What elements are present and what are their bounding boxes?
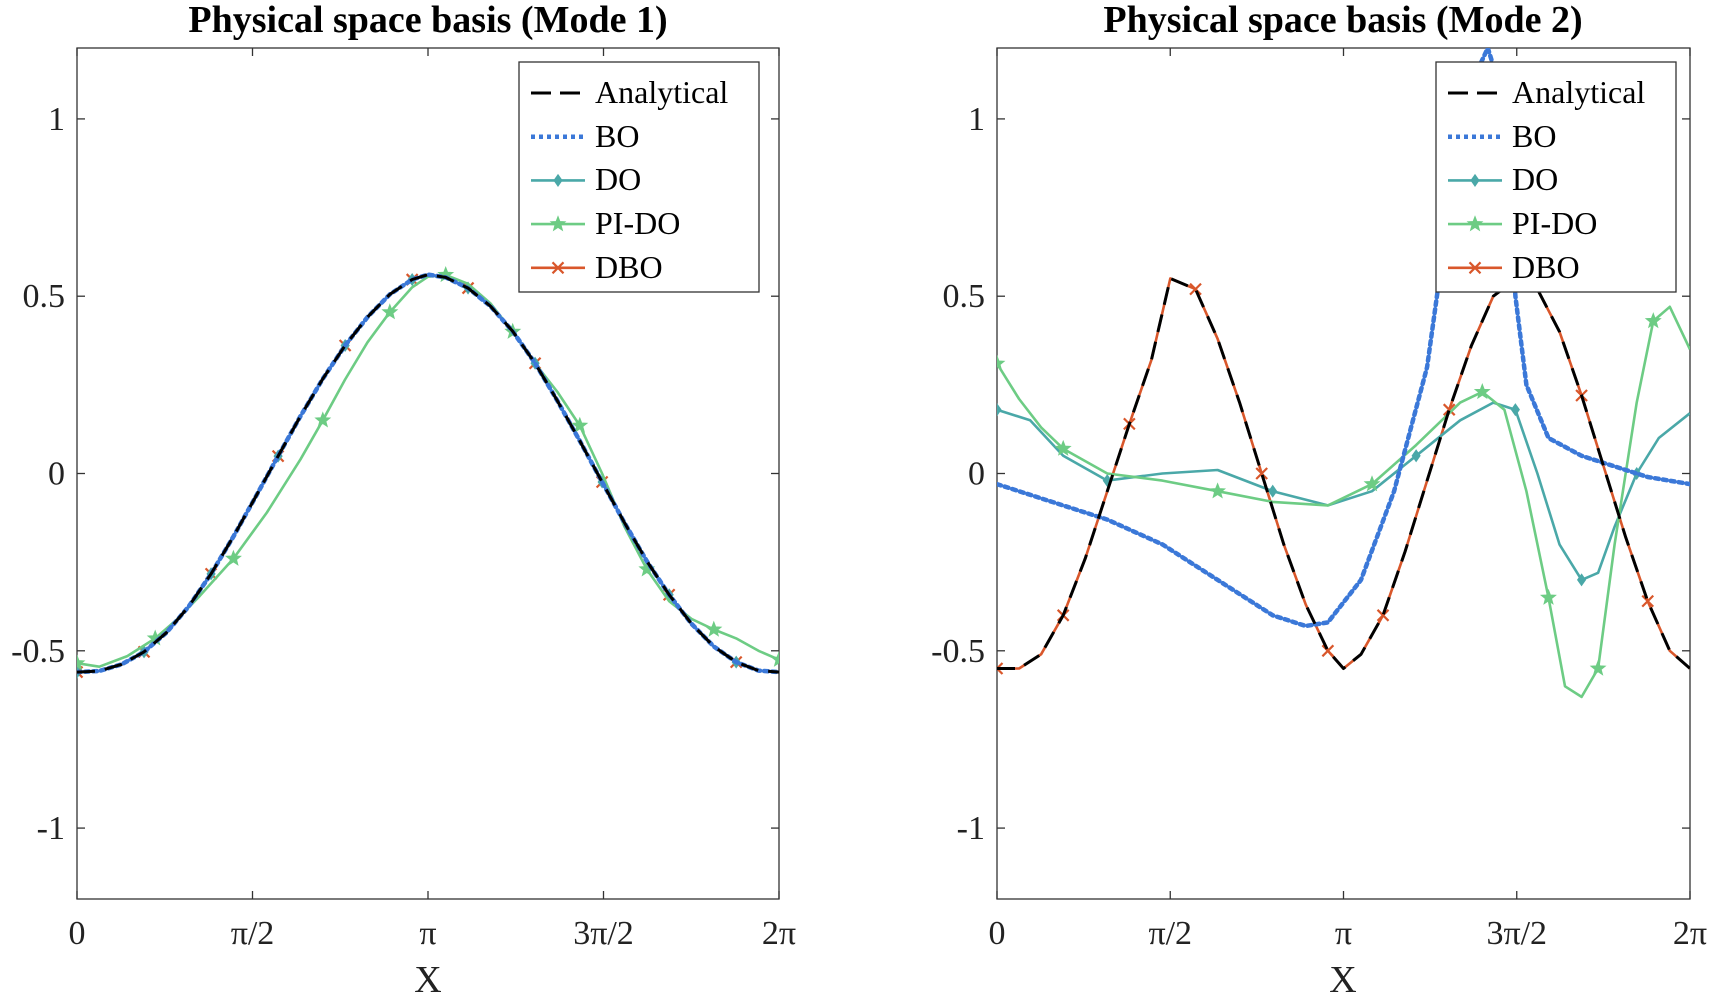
data-point [1473, 382, 1491, 400]
series-pi-do [997, 305, 1690, 699]
data-point [1442, 403, 1456, 416]
data-point [1510, 403, 1520, 417]
data-point [705, 620, 723, 637]
legend-swatches [1448, 91, 1502, 275]
chart-panel-mode-2: Physical space basis (Mode 2) -1 -0.5 0 … [931, 0, 1707, 1001]
x-tick-label: π/2 [231, 915, 275, 952]
x-axis-label: X [414, 959, 441, 1001]
legend-entry: BO [595, 118, 639, 154]
data-point [997, 662, 1004, 675]
series-line [77, 273, 779, 668]
legend: Analytical BO DO PI-DO DBO [1435, 61, 1677, 293]
x-axis-label: X [1329, 959, 1356, 1001]
y-tick-labels: -1 -0.5 0 0.5 1 [11, 101, 65, 847]
data-point [1644, 312, 1662, 329]
data-point [1641, 594, 1655, 608]
legend-marker [1466, 215, 1484, 232]
ticks [76, 48, 780, 899]
data-point [314, 411, 332, 428]
data-point [770, 650, 779, 667]
legend-entry: DO [1512, 161, 1558, 197]
legend-entry: PI-DO [595, 205, 680, 241]
ticks [996, 48, 1691, 899]
series-line [997, 277, 1690, 670]
legend-marker [1470, 173, 1480, 187]
data-point [1539, 588, 1557, 605]
data-point [1376, 609, 1390, 622]
series-analytical [997, 277, 1690, 670]
legend-marker [551, 261, 565, 275]
chart-panel-mode-1: Physical space basis (Mode 1) -1 -0.5 0 … [11, 0, 796, 1001]
series-line [997, 305, 1690, 699]
data-point [1411, 449, 1421, 463]
data-point [224, 549, 242, 566]
series-line [997, 401, 1690, 582]
series-do [997, 401, 1690, 587]
y-tick-label: -1 [957, 810, 985, 847]
legend-marker [549, 215, 567, 232]
data-point [1268, 484, 1278, 498]
x-tick-labels: 0 π/2 π 3π/2 2π [989, 915, 1708, 952]
y-tick-labels: -1 -0.5 0 0.5 1 [931, 101, 985, 847]
data-point [1589, 659, 1607, 676]
legend-entry: Analytical [595, 74, 728, 110]
legend-entry: Analytical [1512, 74, 1645, 110]
x-tick-label: 0 [69, 915, 86, 952]
data-point [1209, 482, 1227, 499]
data-point [571, 416, 589, 433]
series-line [997, 277, 1690, 670]
x-tick-labels: 0 π/2 π 3π/2 2π [69, 915, 797, 952]
y-tick-label: 1 [968, 101, 985, 138]
plot-area [77, 266, 779, 679]
legend-swatches [531, 91, 585, 275]
y-tick-label: 1 [48, 101, 65, 138]
series-line [77, 273, 779, 674]
x-tick-label: 2π [762, 915, 796, 952]
legend-entry: DO [595, 161, 641, 197]
y-tick-label: -1 [37, 810, 65, 847]
series-layer [77, 266, 779, 679]
chart-title: Physical space basis (Mode 2) [1103, 0, 1582, 41]
data-point [77, 654, 86, 671]
legend-marker [553, 173, 563, 187]
y-tick-label: 0.5 [23, 278, 66, 315]
data-point [1363, 475, 1381, 492]
x-tick-label: 0 [989, 915, 1006, 952]
y-tick-label: 0 [48, 456, 65, 493]
legend: Analytical BO DO PI-DO DBO [518, 61, 760, 293]
legend-entry: DBO [595, 249, 663, 285]
x-tick-label: 2π [1673, 915, 1707, 952]
data-point [1255, 467, 1268, 480]
x-tick-label: π [1335, 915, 1352, 952]
chart-title: Physical space basis (Mode 1) [188, 0, 667, 41]
data-point [997, 354, 1006, 371]
legend-entry: BO [1512, 118, 1556, 154]
y-tick-label: 0 [968, 456, 985, 493]
x-tick-label: π [419, 915, 436, 952]
data-point [1054, 439, 1072, 456]
data-point [381, 303, 399, 320]
x-tick-label: π/2 [1148, 915, 1192, 952]
data-point [1321, 644, 1335, 658]
legend-marker [1468, 261, 1482, 275]
y-tick-label: -0.5 [931, 633, 985, 670]
x-tick-label: 3π/2 [573, 915, 634, 952]
series-analytical [77, 273, 779, 674]
data-point [1189, 282, 1202, 296]
data-point [1576, 573, 1587, 587]
legend-entry: DBO [1512, 249, 1580, 285]
y-tick-label: 0.5 [943, 278, 986, 315]
x-tick-label: 3π/2 [1486, 915, 1547, 952]
y-tick-label: -0.5 [11, 633, 65, 670]
legend-entry: PI-DO [1512, 205, 1597, 241]
data-point [997, 403, 1002, 417]
